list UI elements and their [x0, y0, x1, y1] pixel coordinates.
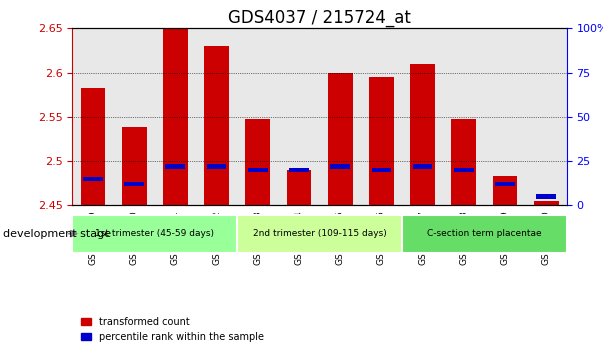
Bar [495, 182, 515, 186]
Text: 1st trimester (45-59 days): 1st trimester (45-59 days) [95, 229, 214, 238]
Bar [410, 64, 435, 205]
Text: C-section term placentae: C-section term placentae [427, 229, 541, 238]
Bar [534, 201, 558, 205]
Bar [122, 127, 147, 205]
Bar [536, 194, 556, 199]
Bar [402, 28, 443, 205]
Bar [443, 28, 484, 205]
Bar [369, 77, 394, 205]
Bar [155, 28, 196, 205]
Legend: transformed count, percentile rank within the sample: transformed count, percentile rank withi… [77, 313, 268, 346]
Bar [83, 177, 103, 181]
Bar [237, 28, 279, 205]
Bar [165, 164, 185, 169]
Bar [163, 28, 188, 205]
Bar [72, 28, 113, 205]
Text: development stage: development stage [3, 229, 111, 239]
Bar [196, 28, 237, 205]
Bar [207, 164, 227, 169]
Text: 2nd trimester (109-115 days): 2nd trimester (109-115 days) [253, 229, 387, 238]
Bar [113, 28, 155, 205]
Bar [245, 119, 270, 205]
FancyBboxPatch shape [402, 215, 567, 253]
Bar [454, 168, 474, 172]
Bar [204, 46, 229, 205]
Bar [452, 119, 476, 205]
Bar [371, 168, 391, 172]
Bar [526, 28, 567, 205]
Bar [328, 73, 353, 205]
Bar [361, 28, 402, 205]
Title: GDS4037 / 215724_at: GDS4037 / 215724_at [228, 9, 411, 27]
Bar [412, 164, 432, 169]
Bar [484, 28, 526, 205]
Bar [124, 182, 144, 186]
FancyBboxPatch shape [237, 215, 402, 253]
Bar [330, 164, 350, 169]
Bar [320, 28, 361, 205]
FancyBboxPatch shape [72, 215, 237, 253]
Bar [279, 28, 320, 205]
Bar [286, 170, 311, 205]
Bar [81, 87, 106, 205]
Bar [493, 176, 517, 205]
Bar [248, 168, 268, 172]
Bar [289, 168, 309, 172]
